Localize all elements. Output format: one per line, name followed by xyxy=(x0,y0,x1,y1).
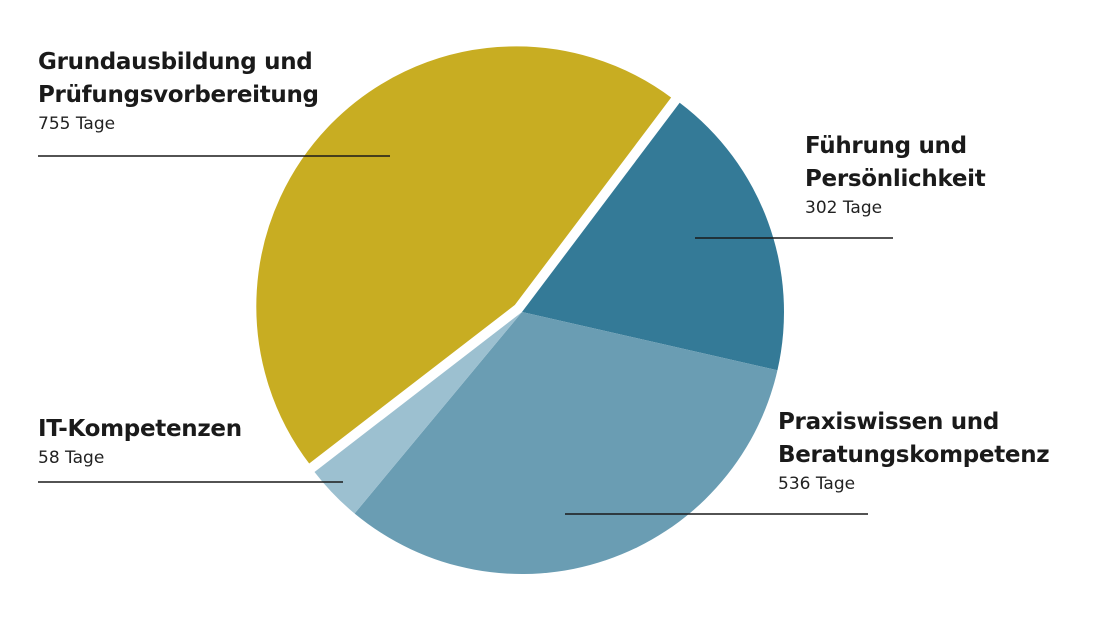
value-label: 536 Tage xyxy=(778,474,856,494)
slice-label: IT-Kompetenzen 58 Tage xyxy=(38,413,338,470)
category-name: Grundausbildung und Prüfungsvorbereitung xyxy=(38,49,319,108)
category-name: IT-Kompetenzen xyxy=(38,416,242,442)
slice-label: Führung und Persönlichkeit 302 Tage xyxy=(805,130,1065,220)
category-name: Führung und Persönlichkeit xyxy=(805,133,986,192)
pie-slice xyxy=(314,312,522,514)
value-label: 302 Tage xyxy=(805,198,883,218)
pie-slice xyxy=(252,42,677,470)
pie-slice xyxy=(522,102,785,371)
pie-slice xyxy=(354,312,778,574)
slice-label: Grundausbildung und Prüfungsvorbereitung… xyxy=(38,46,358,136)
value-label: 58 Tage xyxy=(38,448,105,468)
slice-label: Praxiswissen und Beratungskompetenz 536 T… xyxy=(778,406,1088,496)
category-name: Praxiswissen und Beratungskompetenz xyxy=(778,409,1050,468)
value-label: 755 Tage xyxy=(38,114,116,134)
